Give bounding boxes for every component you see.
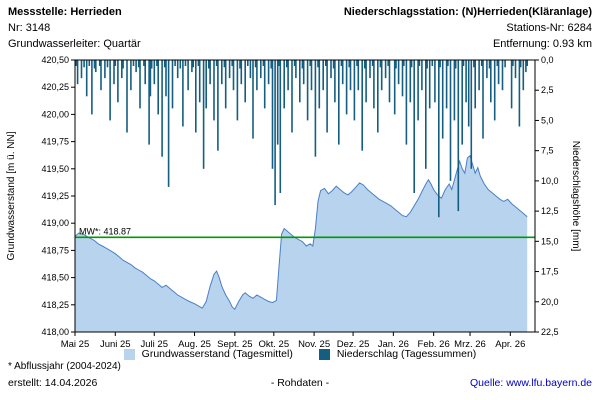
svg-text:20,0: 20,0 [541,297,559,307]
svg-text:Juli 25: Juli 25 [141,339,168,350]
svg-text:Okt. 25: Okt. 25 [259,339,290,350]
svg-text:419,00: 419,00 [41,218,69,228]
chart-legend: Grundwasserstand (Tagesmittel) Niedersch… [0,348,600,360]
rohdaten-label: - Rohdaten - [270,377,330,389]
groundwater-line [74,154,528,310]
svg-text:418,25: 418,25 [41,300,69,310]
svg-text:419,25: 419,25 [41,191,69,201]
svg-text:Mrz. 26: Mrz. 26 [454,339,486,350]
svg-text:Jan. 26: Jan. 26 [378,339,409,350]
svg-text:10,0: 10,0 [541,176,559,186]
svg-text:419,50: 419,50 [41,164,69,174]
svg-text:0,0: 0,0 [541,55,554,65]
legend-precipitation-label: Niederschlag (Tagessummen) [336,348,477,360]
created-date: erstellt: 14.04.2026 [8,377,98,389]
svg-text:22,5: 22,5 [541,327,559,337]
svg-text:Aug. 25: Aug. 25 [178,339,211,350]
legend-swatch-groundwater [123,348,135,360]
footer: erstellt: 14.04.2026 - Rohdaten - Quelle… [8,377,592,389]
svg-text:Apr. 26: Apr. 26 [495,339,525,350]
svg-text:420,00: 420,00 [41,109,69,119]
source-credit: Quelle: www.lfu.bayern.de [397,377,592,389]
svg-text:Dez. 25: Dez. 25 [337,339,370,350]
svg-text:Sept. 25: Sept. 25 [217,339,252,350]
svg-text:7,5: 7,5 [541,146,554,156]
svg-text:Juni 25: Juni 25 [100,339,131,350]
svg-text:Mai 25: Mai 25 [61,339,90,350]
svg-text:Feb. 26: Feb. 26 [418,339,450,350]
svg-text:Nov. 25: Nov. 25 [298,339,330,350]
source-label: Quelle: [470,377,504,389]
source-link[interactable]: www.lfu.bayern.de [506,377,593,389]
svg-text:418,00: 418,00 [41,327,69,337]
svg-text:418,50: 418,50 [41,273,69,283]
messstelle-nr: Nr: 3148 [8,22,51,34]
niederschlagsstation-title: Niederschlagsstation: (N)Herrieden(Klära… [343,6,592,18]
legend-groundwater-label: Grundwasserstand (Tagesmittel) [141,348,293,360]
groundwater-area [75,155,528,332]
svg-text:12,5: 12,5 [541,206,559,216]
report-header: Messstelle: Herrieden Nr: 3148 Grundwass… [8,4,592,52]
svg-text:15,0: 15,0 [541,236,559,246]
svg-text:420,25: 420,25 [41,82,69,92]
svg-text:MW*: 418.87: MW*: 418.87 [79,226,131,236]
messstelle-title: Messstelle: Herrieden [8,6,122,18]
svg-text:418,75: 418,75 [41,245,69,255]
svg-text:419,75: 419,75 [41,137,69,147]
grundwasserleiter: Grundwasserleiter: Quartär [8,38,141,50]
svg-text:5,0: 5,0 [541,115,554,125]
right-axis-title: Niederschlagshöhe [mm] [570,141,581,252]
svg-text:2,5: 2,5 [541,85,554,95]
svg-text:420,50: 420,50 [41,55,69,65]
groundwater-precipitation-chart: MW*: 418.87 420,50 420,25 420,00 419,75 419,5… [6,55,581,350]
footnote-abflussjahr: * Abflussjahr (2004-2024) [8,361,121,372]
stations-nr: Stations-Nr: 6284 [506,22,592,34]
legend-swatch-precipitation [318,348,330,360]
svg-text:17,5: 17,5 [541,267,559,277]
entfernung: Entfernung: 0.93 km [492,38,592,50]
left-axis-title: Grundwasserstand [m ü. NN] [6,131,17,260]
